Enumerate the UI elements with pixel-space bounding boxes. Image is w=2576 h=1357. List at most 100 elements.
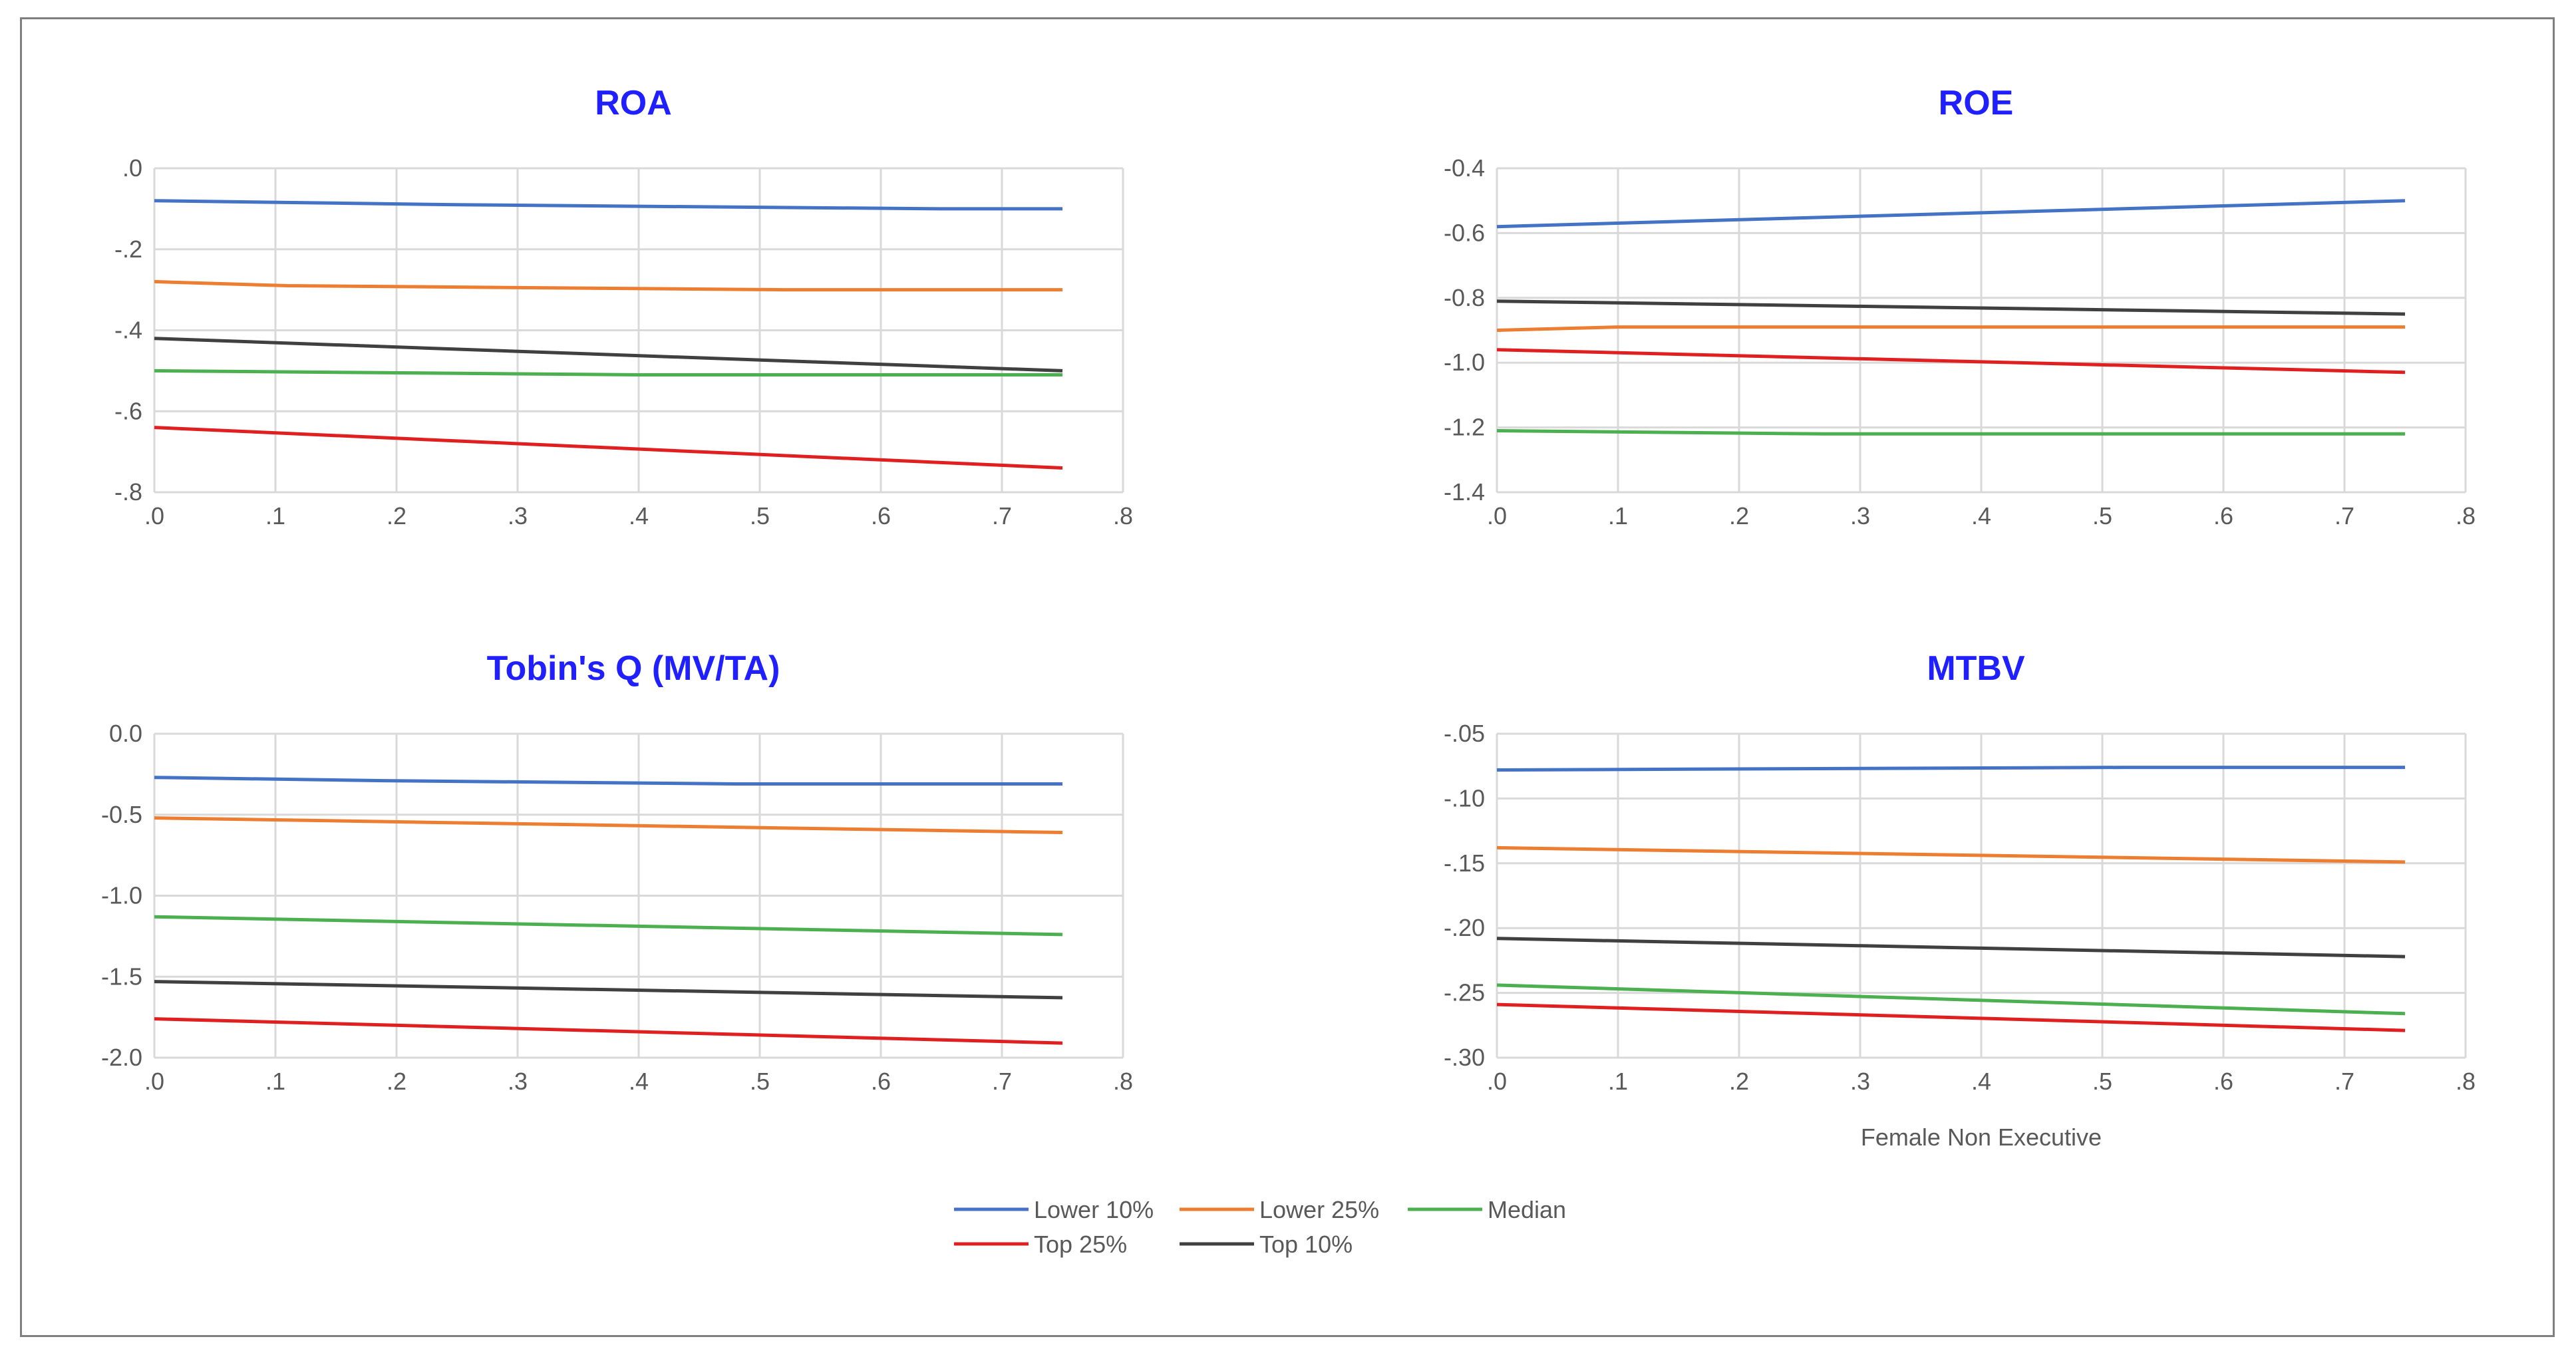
x-tick-label: .0: [1487, 502, 1507, 529]
series-line-top-25: [1496, 348, 2406, 375]
series-line-top-10: [154, 980, 1063, 1000]
chart-title: ROA: [595, 84, 672, 122]
x-tick-label: .8: [2456, 502, 2476, 529]
x-tick-label: .1: [1608, 502, 1628, 529]
y-tick-label: -.05: [1444, 720, 1485, 747]
x-tick-label: .8: [1113, 1068, 1133, 1095]
y-tick-label: -0.8: [1444, 284, 1485, 311]
series-line-lower-25: [154, 279, 1062, 292]
x-tick-label: .1: [265, 1068, 285, 1095]
legend-label: Top 25%: [1034, 1231, 1127, 1258]
x-tick-label: .4: [1971, 1068, 1991, 1095]
x-tick-label: .2: [387, 502, 406, 529]
x-tick-label: .3: [508, 502, 528, 529]
x-tick-label: .5: [2092, 502, 2112, 529]
chart-mtbv: MTBV -.05 -.10 -.15 -.20 -.25 -.30.0 .1 .2 .3 .4 .5…: [1444, 649, 2476, 1151]
y-tick-label: -2.0: [101, 1044, 142, 1071]
series-line-lower-25: [154, 816, 1063, 834]
x-tick-label: .6: [2213, 502, 2233, 529]
y-tick-label: -.30: [1444, 1044, 1485, 1071]
x-tick-label: .2: [1729, 502, 1749, 529]
x-tick-label: .7: [992, 502, 1012, 529]
y-tick-label: -0.6: [1444, 219, 1485, 246]
legend-label: Top 10%: [1259, 1231, 1353, 1258]
y-tick-label: -0.4: [1444, 154, 1485, 182]
y-tick-label: -.2: [114, 235, 142, 263]
series-line-top-10: [154, 337, 1063, 373]
x-tick-label: .6: [2213, 1068, 2233, 1095]
x-tick-label: .7: [2334, 502, 2354, 529]
legend-item-top-10: Top 10%: [1180, 1231, 1353, 1258]
series-line-lower-10: [1496, 199, 2406, 229]
x-tick-label: .3: [1850, 502, 1870, 529]
series-line-top-25: [154, 426, 1063, 470]
x-tick-label: .7: [992, 1068, 1012, 1095]
series-line-top-25: [1496, 1002, 2406, 1032]
legend-item-top-25: Top 25%: [954, 1231, 1127, 1258]
series-line-median: [1496, 983, 2406, 1016]
x-tick-label: .3: [508, 1068, 528, 1095]
y-tick-label: -.15: [1444, 849, 1485, 877]
x-tick-label: .1: [265, 502, 285, 529]
legend-item-median: Median: [1408, 1196, 1566, 1223]
series-line-lower-10: [154, 199, 1062, 211]
x-tick-label: .0: [144, 502, 164, 529]
series-line-median: [154, 915, 1063, 937]
x-tick-label: .2: [1729, 1068, 1749, 1095]
y-tick-label: -.8: [114, 478, 142, 506]
chart-title: ROE: [1939, 84, 2014, 122]
x-tick-label: .8: [2456, 1068, 2476, 1095]
x-tick-label: .3: [1850, 1068, 1870, 1095]
y-tick-label: -1.2: [1444, 414, 1485, 441]
x-tick-label: .4: [1971, 502, 1991, 529]
y-tick-label: -.20: [1444, 914, 1485, 941]
y-tick-label: 0.0: [109, 720, 142, 747]
y-tick-label: -.4: [114, 317, 142, 344]
y-tick-label: .0: [122, 154, 142, 182]
y-tick-label: -0.5: [101, 801, 142, 828]
series-line-lower-25: [1496, 845, 2406, 864]
x-tick-label: .6: [871, 1068, 891, 1095]
legend-item-lower-25: Lower 25%: [1180, 1196, 1379, 1223]
y-tick-label: -1.0: [101, 882, 142, 909]
x-tick-label: .4: [629, 502, 649, 529]
series-line-lower-10: [154, 776, 1062, 786]
chart-roa: ROA.0-.2-.4-.6-.8.0.1.2.3.4.5.6.7.8: [114, 84, 1133, 529]
x-tick-label: .0: [1487, 1068, 1507, 1095]
legend-label: Median: [1488, 1196, 1566, 1223]
y-tick-label: -.25: [1444, 979, 1485, 1006]
x-tick-label: .5: [750, 1068, 770, 1095]
y-tick-label: -1.5: [101, 963, 142, 990]
y-tick-label: -1.4: [1444, 478, 1485, 506]
x-tick-label: .4: [629, 1068, 649, 1095]
chart-tobin-s-q-mv-ta: Tobin's Q (MV/TA) 0.0 -0.5 -1.0 -1.5 -2.0.0 .1…: [101, 649, 1133, 1095]
series-line-median: [154, 369, 1062, 377]
series-line-median: [1496, 429, 2405, 436]
legend-label: Lower 10%: [1034, 1196, 1154, 1223]
legend-item-lower-10: Lower 10%: [954, 1196, 1154, 1223]
y-tick-label: -.6: [114, 397, 142, 424]
y-tick-label: -.10: [1444, 784, 1485, 812]
x-tick-label: .6: [871, 502, 891, 529]
series-line-top-25: [154, 1017, 1063, 1045]
x-tick-label: .2: [387, 1068, 406, 1095]
series-line-top-10: [1496, 937, 2406, 959]
series-line-lower-25: [1496, 325, 2405, 332]
chart-title: Tobin's Q (MV/TA): [487, 649, 780, 688]
chart-title: MTBV: [1927, 649, 2025, 688]
series-line-top-10: [1496, 299, 2406, 316]
x-axis-label: Female Non Executive: [1861, 1124, 2102, 1151]
x-tick-label: .5: [2092, 1068, 2112, 1095]
figure-frame: [20, 17, 2555, 1337]
series-line-lower-10: [1496, 766, 2405, 772]
x-tick-label: .1: [1608, 1068, 1628, 1095]
x-tick-label: .8: [1113, 502, 1133, 529]
y-tick-label: -1.0: [1444, 349, 1485, 376]
x-tick-label: .0: [144, 1068, 164, 1095]
x-tick-label: .5: [750, 502, 770, 529]
legend: Lower 10% Lower 25% Median Top 25% Top 10%: [954, 1196, 1566, 1258]
legend-label: Lower 25%: [1259, 1196, 1379, 1223]
chart-roe: ROE -0.4 -0.6 -0.8 -1.0 -1.2 -1.4.0 .1 .2 .3 .4 .5.…: [1444, 84, 2476, 529]
x-tick-label: .7: [2334, 1068, 2354, 1095]
